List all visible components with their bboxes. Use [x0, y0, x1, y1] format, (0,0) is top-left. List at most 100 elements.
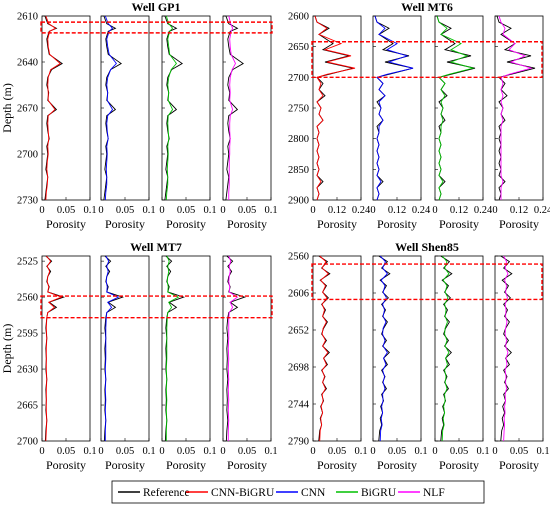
series-line-reference	[440, 255, 453, 442]
x-axis-label: Porosity	[317, 458, 357, 472]
series-line-cnn-bigru	[45, 15, 61, 201]
legend-label: Reference	[143, 487, 190, 499]
x-tick-label: 0.24	[534, 205, 550, 216]
x-tick-label: 0.05	[57, 446, 75, 457]
track-frame	[41, 255, 91, 442]
legend-item-bigru: BiGRU	[336, 487, 397, 499]
x-tick-label: 0	[98, 205, 103, 216]
x-tick-label: 0	[310, 446, 315, 457]
track-frame	[494, 255, 544, 442]
track-frame	[100, 255, 150, 442]
x-axis-label: Porosity	[377, 217, 417, 231]
x-tick-label: 0.12	[450, 205, 468, 216]
y-tick-label: 2652	[288, 326, 309, 337]
x-tick-label: 0	[370, 446, 375, 457]
series-line-bigru	[165, 255, 180, 441]
panel-title: Well MT6	[401, 0, 453, 14]
x-tick-label: 0.05	[177, 205, 195, 216]
series-line-reference	[500, 255, 513, 442]
x-tick-label: 0	[98, 446, 103, 457]
y-tick-label: 2560	[17, 293, 38, 304]
legend-label: CNN-BiGRU	[211, 487, 275, 499]
y-tick-label: 2790	[288, 437, 309, 448]
highlight-box	[311, 263, 543, 301]
series-line-cnn	[104, 255, 120, 441]
series-line-cnn	[379, 255, 389, 442]
y-tick-label: 2800	[288, 134, 309, 145]
y-tick-label: 2850	[288, 165, 309, 176]
x-axis-label: Porosity	[227, 217, 267, 231]
x-tick-label: 0.1	[142, 446, 155, 457]
legend-item-cnn-bigru: CNN-BiGRU	[186, 487, 275, 499]
x-tick-label: 0.05	[388, 446, 406, 457]
panel-title: Well Shen85	[395, 240, 459, 254]
x-axis-label: Porosity	[105, 458, 145, 472]
y-tick-label: 2700	[288, 73, 309, 84]
x-tick-label: 0	[492, 446, 497, 457]
x-tick-label: 0	[39, 446, 44, 457]
y-tick-label: 2610	[17, 12, 38, 23]
series-line-bigru	[436, 15, 475, 201]
x-tick-label: 0.05	[116, 205, 134, 216]
legend-label: NLF	[423, 487, 445, 499]
y-tick-label: 2560	[288, 252, 309, 263]
x-tick-label: 0	[220, 446, 225, 457]
series-line-bigru	[165, 15, 177, 201]
track-frame	[434, 15, 484, 201]
y-tick-label: 2600	[288, 12, 309, 23]
x-tick-label: 0.1	[203, 446, 216, 457]
x-tick-label: 0.1	[264, 205, 277, 216]
x-tick-label: 0	[432, 446, 437, 457]
y-tick-label: 2700	[17, 437, 38, 448]
x-tick-label: 0.12	[388, 205, 406, 216]
x-axis-label: Porosity	[499, 217, 539, 231]
x-tick-label: 0.05	[450, 446, 468, 457]
y-tick-label: 2640	[17, 58, 38, 69]
x-tick-label: 0.1	[83, 446, 96, 457]
x-tick-label: 0	[370, 205, 375, 216]
y-tick-label: 2595	[17, 329, 38, 340]
track-frame	[161, 15, 211, 201]
panel-well-mt7: Well MT7 2525 2560 2595 2630 2665 2700 Depth (m…	[0, 240, 278, 472]
x-tick-label: 0.24	[474, 205, 493, 216]
x-tick-label: 0	[159, 446, 164, 457]
y-tick-label: 2665	[17, 401, 38, 412]
legend: Reference CNN-BiGRU CNN BiGRU NLF	[111, 480, 485, 504]
legend-item-reference: Reference	[118, 487, 190, 499]
highlight-box	[40, 21, 273, 34]
series-line-cnn-bigru	[45, 255, 63, 442]
x-tick-label: 0.1	[203, 205, 216, 216]
series-line-nlf	[498, 15, 533, 200]
x-tick-label: 0.1	[354, 446, 367, 457]
track-frame	[41, 15, 91, 201]
legend-label: CNN	[301, 487, 326, 499]
x-axis-label: Porosity	[105, 217, 145, 231]
series-line-cnn	[104, 15, 117, 201]
x-tick-label: 0.24	[352, 205, 371, 216]
x-axis-label: Porosity	[439, 217, 479, 231]
y-tick-label: 2730	[17, 196, 38, 207]
x-tick-label: 0	[220, 205, 225, 216]
y-tick-label: 2670	[17, 104, 38, 115]
x-tick-label: 0.1	[476, 446, 489, 457]
panel-title: Well MT7	[130, 240, 182, 254]
x-tick-label: 0.05	[238, 446, 256, 457]
y-tick-label: 2750	[288, 104, 309, 115]
series-line-nlf	[503, 255, 509, 442]
highlight-box	[311, 41, 543, 79]
legend-label: BiGRU	[361, 487, 397, 499]
x-tick-label: 0.1	[264, 446, 277, 457]
